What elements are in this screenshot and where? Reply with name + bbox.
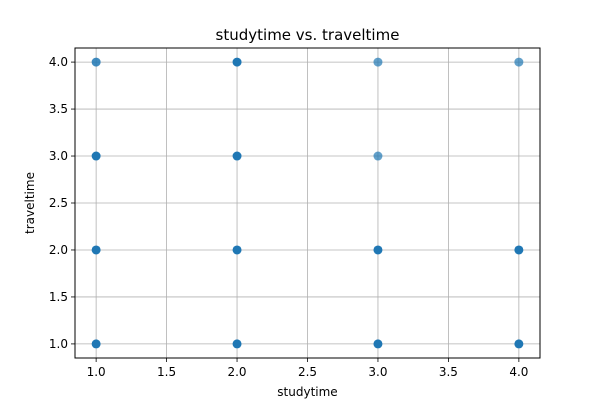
- scatter-point: [373, 245, 383, 255]
- y-tick-label: 3.0: [49, 149, 68, 163]
- scatter-point: [232, 245, 242, 255]
- y-tick-label: 4.0: [49, 55, 68, 69]
- y-tick-label: 2.0: [49, 243, 68, 257]
- chart-title: studytime vs. traveltime: [216, 26, 400, 44]
- scatter-point: [232, 57, 242, 67]
- x-tick-label: 1.5: [157, 365, 176, 379]
- scatter-point: [91, 245, 101, 255]
- scatter-point: [514, 339, 524, 349]
- x-tick-label: 2.0: [227, 365, 246, 379]
- scatter-point: [514, 245, 524, 255]
- grid-lines: [75, 48, 540, 358]
- x-axis-label: studytime: [277, 385, 337, 399]
- scatter-point: [514, 57, 524, 67]
- scatter-point: [232, 339, 242, 349]
- scatter-point: [373, 57, 383, 67]
- y-tick-label: 1.0: [49, 337, 68, 351]
- y-tick-label: 3.5: [49, 102, 68, 116]
- y-tick-label: 2.5: [49, 196, 68, 210]
- scatter-point: [373, 151, 383, 161]
- scatter-point: [232, 151, 242, 161]
- x-tick-label: 3.5: [439, 365, 458, 379]
- scatter-point: [91, 339, 101, 349]
- data-points: [91, 57, 524, 349]
- y-axis-label: traveltime: [23, 172, 37, 234]
- x-tick-label: 3.0: [368, 365, 387, 379]
- x-tick-label: 1.0: [87, 365, 106, 379]
- x-tick-label: 2.5: [298, 365, 317, 379]
- scatter-point: [373, 339, 383, 349]
- y-tick-label: 1.5: [49, 290, 68, 304]
- scatter-point: [91, 151, 101, 161]
- axis-ticks: 1.0 1.5 2.0 2.5 3.0 3.5 4.0 1.0 1.5 2.0 2.5 3.0 3.5 4…: [49, 55, 529, 379]
- x-tick-label: 4.0: [509, 365, 528, 379]
- scatter-point: [91, 57, 101, 67]
